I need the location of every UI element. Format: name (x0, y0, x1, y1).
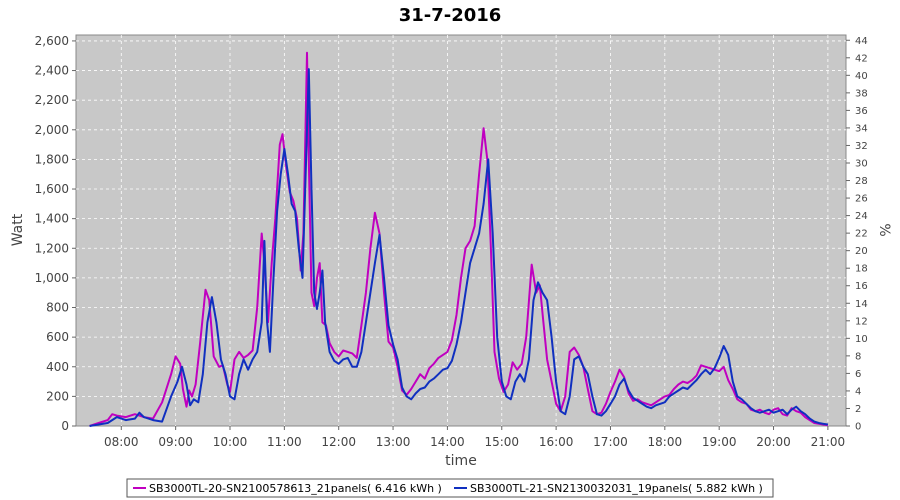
y2-tick-label: 30 (855, 158, 868, 169)
y-tick-label: 800 (46, 301, 69, 315)
y-tick-label: 1,400 (35, 212, 69, 226)
x-tick-label: 17:00 (593, 435, 628, 449)
x-tick-label: 19:00 (702, 435, 737, 449)
x-tick-label: 08:00 (104, 435, 139, 449)
y2-tick-label: 8 (855, 351, 861, 362)
legend: SB3000TL-20-SN2100578613_21panels( 6.416… (126, 478, 774, 498)
x-tick-label: 12:00 (321, 435, 356, 449)
chart-title: 31-7-2016 (399, 5, 502, 26)
x-tick-label: 20:00 (756, 435, 791, 449)
y2-tick-label: 44 (855, 36, 868, 47)
y2-tick-label: 42 (855, 53, 868, 64)
x-axis-ticks: 08:00 09:00 10:00 11:00 12:00 13:00 14:00 15:00… (104, 426, 845, 449)
x-tick-label: 13:00 (376, 435, 411, 449)
y2-tick-label: 28 (855, 176, 868, 187)
y2-tick-label: 2 (855, 404, 861, 415)
y-tick-label: 2,000 (35, 123, 69, 137)
y2-tick-label: 12 (855, 316, 868, 327)
y2-tick-label: 26 (855, 194, 868, 205)
y2-tick-label: 22 (855, 229, 868, 240)
y-tick-label: 2,600 (35, 34, 69, 48)
y2-tick-label: 24 (855, 211, 868, 222)
x-tick-label: 11:00 (267, 435, 302, 449)
y2-tick-label: 14 (855, 299, 868, 310)
y2-tick-label: 20 (855, 246, 868, 257)
x-tick-label: 10:00 (213, 435, 248, 449)
y-tick-label: 2,200 (35, 93, 69, 107)
y-tick-label: 1,800 (35, 152, 69, 166)
series-lines (89, 51, 829, 427)
y-tick-label: 400 (46, 360, 69, 374)
y-tick-label: 1,000 (35, 271, 69, 285)
y2-tick-label: 18 (855, 264, 868, 275)
y2-tick-label: 36 (855, 106, 868, 117)
y-tick-label: 600 (46, 330, 69, 344)
y-tick-label: 2,400 (35, 64, 69, 78)
y2-tick-label: 6 (855, 369, 861, 380)
x-tick-label: 16:00 (539, 435, 574, 449)
y-tick-label: 200 (46, 389, 69, 403)
y2-tick-label: 10 (855, 334, 868, 345)
x-axis-label: time (445, 453, 477, 469)
y2-axis-ticks: 0246810121416182022242628303234363840424… (846, 36, 868, 433)
y2-tick-label: 34 (855, 123, 868, 134)
y-axis-label: Watt (10, 213, 26, 246)
x-tick-label: 18:00 (648, 435, 683, 449)
x-tick-label: 14:00 (430, 435, 465, 449)
y2-tick-label: 40 (855, 71, 868, 82)
legend-label-series-1: SB3000TL-20-SN2100578613_21panels( 6.416… (149, 482, 442, 495)
legend-box (126, 478, 774, 498)
y2-tick-label: 38 (855, 88, 868, 99)
y-tick-label: 0 (61, 419, 69, 433)
series-line-1 (89, 51, 829, 427)
y2-tick-label: 0 (855, 422, 861, 433)
y-tick-label: 1,200 (35, 241, 69, 255)
legend-label-series-2: SB3000TL-21-SN2130032031_19panels( 5.882… (470, 482, 763, 495)
x-tick-label: 09:00 (158, 435, 193, 449)
series-line-2 (89, 68, 829, 427)
x-tick-label: 21:00 (811, 435, 846, 449)
y2-tick-label: 32 (855, 141, 868, 152)
x-tick-label: 15:00 (484, 435, 519, 449)
y-axis-ticks: 0 200 400 600 800 1,000 1,200 1,400 1,600 1,800 2,… (35, 34, 76, 433)
y2-axis-label: % (876, 223, 892, 236)
y-tick-label: 1,600 (35, 182, 69, 196)
y2-tick-label: 4 (855, 386, 861, 397)
y2-tick-label: 16 (855, 281, 868, 292)
